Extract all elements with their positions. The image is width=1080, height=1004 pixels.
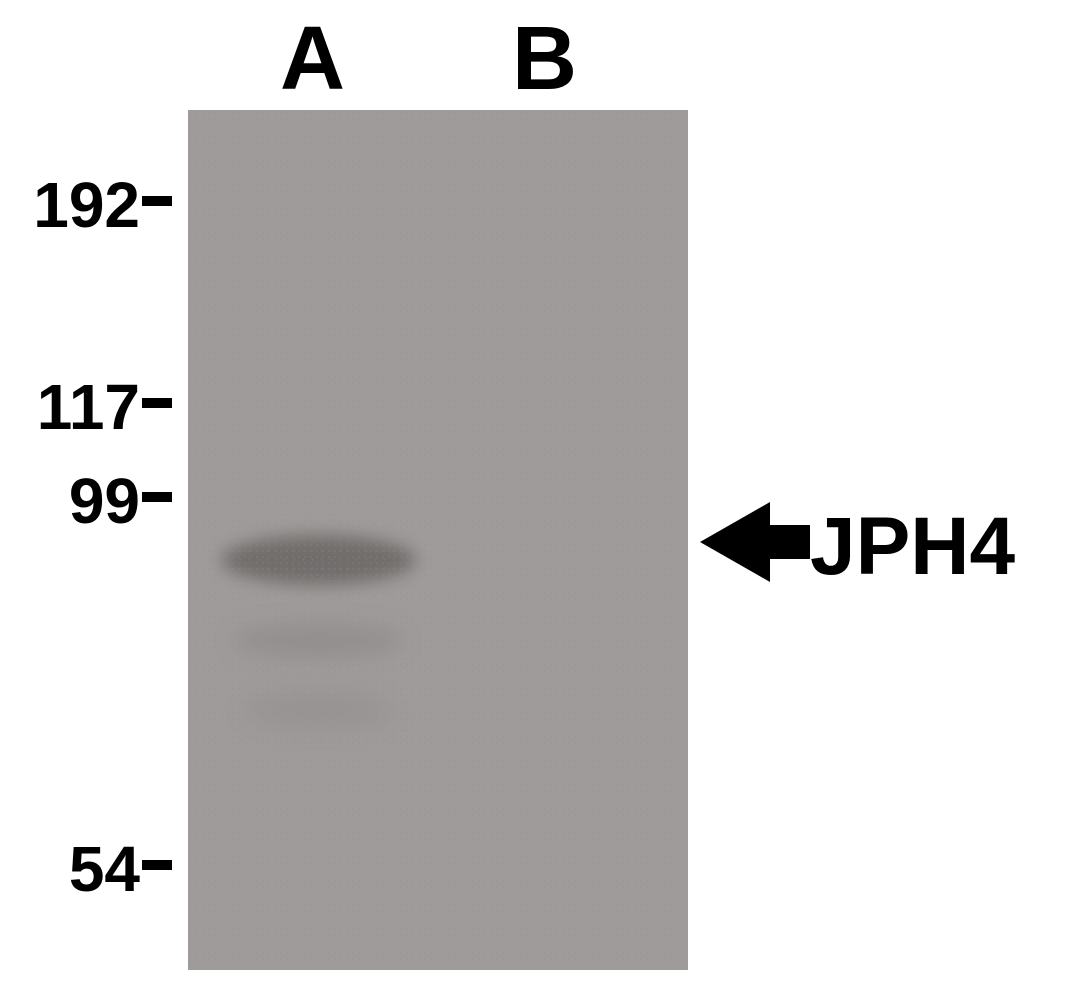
lane-header-a: A: [280, 8, 345, 111]
blot-band-2: [243, 693, 393, 728]
marker-tick-117: [142, 398, 172, 408]
blot-band-0: [221, 535, 416, 585]
target-label: JPH4: [810, 500, 1015, 594]
marker-label-117: 117: [0, 370, 140, 444]
target-arrow-icon: [700, 502, 810, 582]
blot-band-1: [233, 623, 403, 658]
marker-tick-99: [142, 492, 172, 502]
marker-label-99: 99: [0, 464, 140, 538]
marker-label-54: 54: [0, 832, 140, 906]
marker-tick-192: [142, 196, 172, 206]
marker-tick-54: [142, 860, 172, 870]
lane-header-b: B: [512, 8, 577, 111]
figure-root: A B 192 117 99 54 JPH4: [0, 0, 1080, 1004]
blot-membrane: [188, 110, 688, 970]
marker-label-192: 192: [0, 168, 140, 242]
